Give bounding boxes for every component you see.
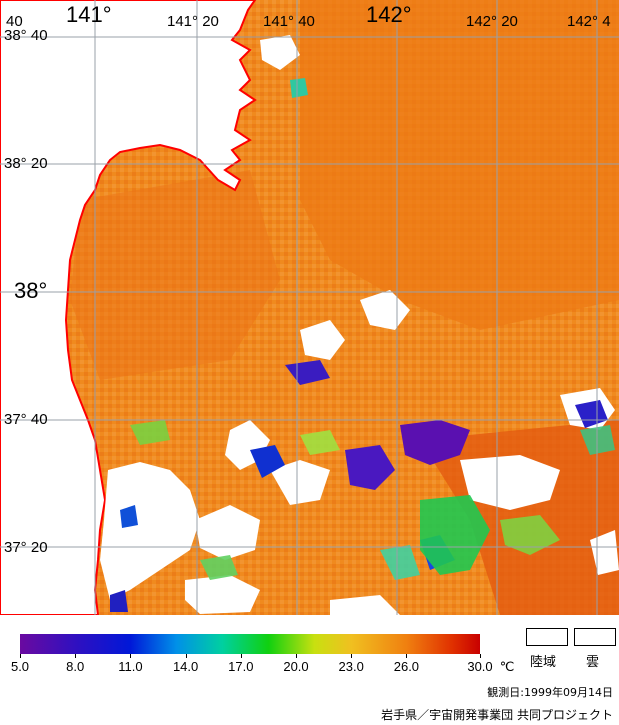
scale-tick — [20, 654, 21, 658]
scale-tick — [406, 654, 408, 658]
lon-label-141: 141° — [66, 2, 112, 27]
land-legend-label: 陸域 — [530, 655, 557, 670]
land-area — [0, 0, 257, 615]
cold-water-patches — [110, 360, 608, 612]
scale-tick-label: 8.0 — [66, 659, 85, 674]
lon-label-142: 142° — [366, 2, 412, 27]
scale-tick — [130, 654, 132, 658]
lon-label-142-40: 142° 4 — [567, 13, 611, 30]
temperature-color-scale — [20, 634, 480, 654]
scale-unit: ℃ — [499, 659, 515, 674]
lat-label-38-40: 38° 40 — [4, 27, 48, 44]
coastal-warm-region — [70, 170, 280, 380]
lat-label-37-20: 37° 20 — [4, 539, 48, 556]
scale-tick-label: 14.0 — [172, 659, 199, 674]
scale-tick-label: 5.0 — [10, 659, 30, 674]
scale-tick — [480, 654, 481, 658]
sea-surface-temperature-map — [0, 0, 619, 615]
lon-label-141-20: 141° 20 — [167, 13, 219, 30]
scale-tick — [240, 654, 242, 658]
scale-tick-label: 30.0 — [467, 659, 493, 674]
lat-label-37-40: 37° 40 — [4, 411, 48, 428]
scale-tick — [351, 654, 353, 658]
graticule — [0, 0, 619, 615]
cloud-legend-label: 雲 — [586, 655, 600, 670]
scale-tick-label: 26.0 — [393, 659, 420, 674]
scale-tick-label: 23.0 — [338, 659, 364, 674]
lon-label-142-20: 142° 20 — [466, 13, 518, 30]
warm-sea-region — [300, 0, 619, 330]
scale-tick — [185, 654, 187, 658]
scale-tick-label: 20.0 — [283, 659, 309, 674]
cloud-legend-swatch — [574, 628, 616, 646]
scale-tick — [296, 654, 297, 658]
sst-map-svg — [0, 0, 619, 615]
observation-date: 観測日:1999年09月14日 — [487, 686, 613, 699]
scale-tick — [75, 654, 77, 658]
scale-tick-label: 17.0 — [228, 659, 254, 674]
land-legend-swatch — [526, 628, 568, 646]
corner-label: 40 — [6, 13, 23, 30]
lon-label-141-40: 141° 40 — [263, 13, 315, 30]
scale-tick-label: 11.0 — [118, 659, 143, 674]
lat-label-38-20: 38° 20 — [4, 155, 48, 172]
credit-text: 岩手県／宇宙開発事業団 共同プロジェクト — [381, 708, 613, 722]
lat-label-38: 38° — [14, 278, 48, 303]
